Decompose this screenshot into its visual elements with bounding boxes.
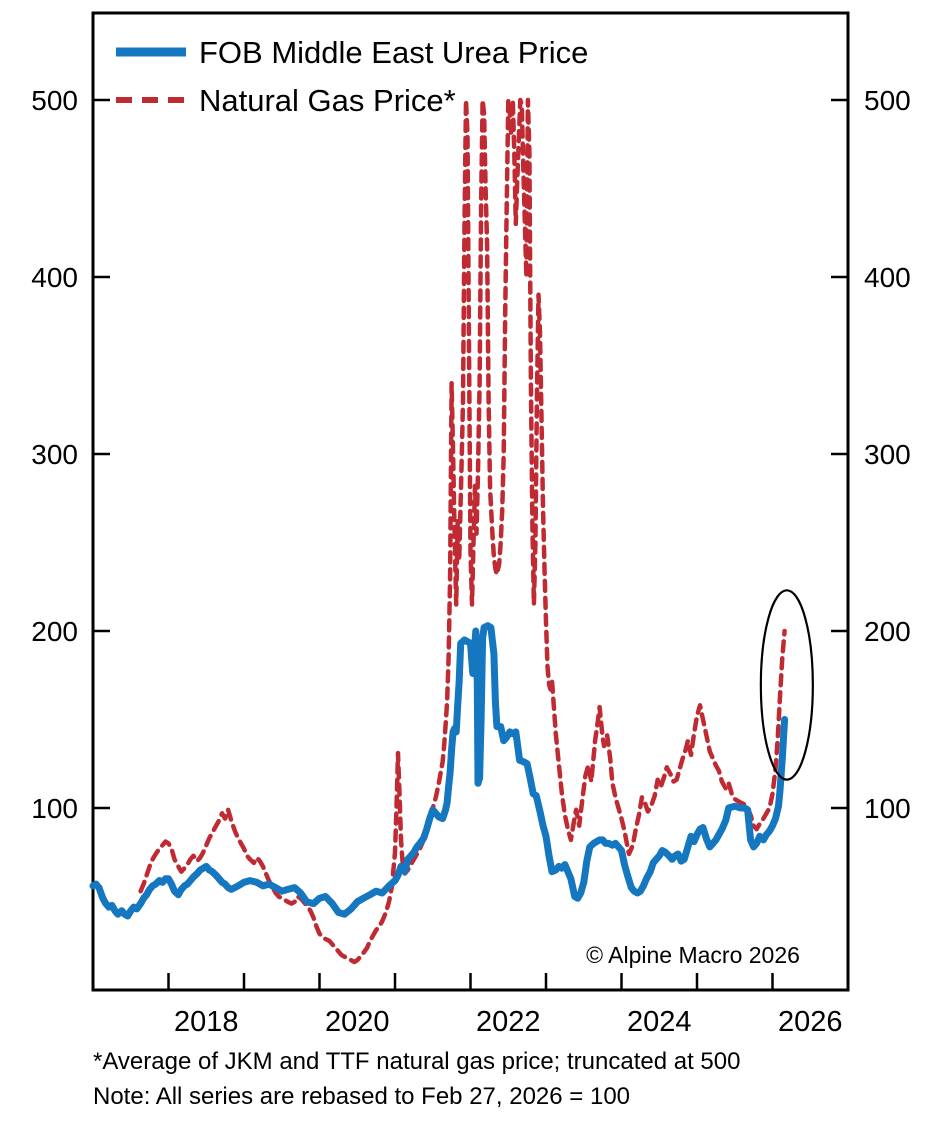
y-tick-label-left: 300 bbox=[31, 439, 78, 470]
x-tick-label: 2018 bbox=[174, 1006, 239, 1038]
urea-price-line bbox=[89, 622, 789, 920]
y-tick-label-left: 400 bbox=[31, 262, 78, 293]
y-tick-label-right: 500 bbox=[864, 85, 911, 116]
plot-border bbox=[91, 11, 850, 992]
natural-gas-price-line bbox=[138, 97, 787, 965]
legend: FOB Middle East Urea Price Natural Gas P… bbox=[116, 35, 588, 118]
x-tick-label: 2020 bbox=[325, 1006, 390, 1038]
x-tick-label: 2022 bbox=[476, 1006, 541, 1038]
x-tick-label: 2026 bbox=[778, 1006, 843, 1038]
copyright-text: © Alpine Macro 2026 bbox=[586, 942, 800, 968]
legend-urea-label: FOB Middle East Urea Price bbox=[199, 35, 588, 70]
spike-annotation-ellipse bbox=[759, 589, 814, 781]
y-tick-label-right: 300 bbox=[864, 439, 911, 470]
y-tick-label-right: 400 bbox=[864, 262, 911, 293]
x-tick-label: 2024 bbox=[627, 1006, 692, 1038]
y-tick-label-left: 100 bbox=[31, 793, 78, 824]
y-tick-label-left: 500 bbox=[31, 85, 78, 116]
footnotes: *Average of JKM and TTF natural gas pric… bbox=[93, 1044, 740, 1114]
legend-gas-label: Natural Gas Price* bbox=[199, 83, 456, 118]
footnote-note: Note: All series are rebased to Feb 27, … bbox=[93, 1083, 631, 1110]
y-tick-label-right: 100 bbox=[864, 793, 911, 824]
footnote-asterisk: *Average of JKM and TTF natural gas pric… bbox=[93, 1048, 741, 1075]
y-tick-label-right: 200 bbox=[864, 616, 911, 647]
y-tick-label-left: 200 bbox=[31, 616, 78, 647]
